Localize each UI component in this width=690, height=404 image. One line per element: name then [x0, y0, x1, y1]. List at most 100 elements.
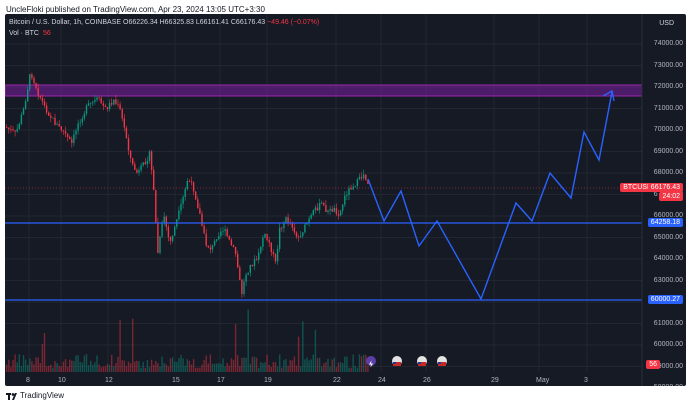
candle-body [314, 207, 317, 211]
volume-bar [6, 364, 8, 372]
tradingview-footer[interactable]: TradingView [6, 389, 64, 403]
volume-bar [85, 354, 88, 372]
chart-canvas[interactable] [5, 14, 686, 386]
volume-bar [302, 321, 304, 372]
volume-bar [253, 356, 256, 372]
volume-bar [199, 367, 201, 372]
volume-bar [153, 364, 155, 372]
candle-body [251, 264, 254, 266]
volume-bar [102, 366, 104, 372]
volume-bar [81, 362, 83, 372]
price-tick-label: 61000.00 [653, 319, 683, 327]
candle-body [102, 103, 104, 106]
candle-body [293, 227, 296, 233]
candle-body [64, 131, 67, 134]
candle-body [106, 106, 109, 110]
volume-bar [121, 360, 123, 372]
volume-bar [45, 366, 48, 372]
candle-body [127, 138, 130, 151]
candle-body [73, 134, 75, 143]
candle-body [245, 274, 247, 282]
candle-body [350, 187, 352, 190]
date-tick-label: 22 [333, 377, 341, 384]
volume-bar [300, 366, 302, 372]
price-candles [6, 72, 369, 298]
candle-body [300, 235, 302, 237]
volume-bar [125, 366, 128, 372]
candle-body [85, 105, 88, 114]
volume-bar [182, 358, 184, 372]
volume-bar [100, 367, 102, 372]
candle-body [331, 208, 333, 212]
symbol-legend[interactable]: Bitcoin / U.S. Dollar, 1h, COINBASE O662… [9, 19, 319, 26]
volume-bar [285, 359, 287, 372]
currency-label[interactable]: USD [659, 20, 674, 27]
volume-bar [79, 361, 81, 372]
us-flag-event-icon[interactable] [392, 356, 402, 366]
candle-body [342, 204, 344, 211]
volume-bar [148, 367, 151, 372]
volume-bar [14, 354, 16, 372]
candle-body [138, 170, 140, 173]
candle-body [100, 98, 102, 104]
candle-body [171, 235, 174, 241]
candle-body [230, 239, 233, 246]
volume-bar [18, 354, 20, 372]
volume-bar [195, 367, 197, 372]
candle-body [115, 99, 117, 104]
volume-bar [346, 356, 348, 372]
volume-bar [281, 367, 283, 372]
volume-bar [224, 366, 226, 372]
date-tick-label: 17 [217, 377, 225, 384]
candle-body [8, 127, 10, 130]
volume-bar [24, 359, 27, 372]
candle-body [222, 231, 224, 232]
volume-bar [62, 361, 65, 372]
high-value: H66325.83 [159, 19, 194, 26]
candle-body [321, 203, 323, 204]
date-tick-label: 19 [264, 377, 272, 384]
candle-body [104, 105, 107, 107]
price-tick-label: 64000.00 [653, 255, 683, 262]
candle-body [199, 208, 201, 214]
candle-body [153, 169, 155, 191]
volume-bar [138, 361, 140, 372]
volume-bar [356, 367, 359, 372]
volume-bar [295, 365, 298, 372]
us-flag-event-icon[interactable] [437, 356, 447, 366]
volume-bar [234, 324, 237, 372]
candle-body [43, 101, 46, 106]
candle-body [94, 99, 96, 102]
volume-bar [165, 364, 167, 372]
price-tick-label: 73000.00 [653, 61, 683, 69]
candle-body [129, 150, 132, 159]
candle-body [157, 222, 159, 253]
volume-bar [167, 366, 170, 372]
level-tag-60000: 60000.27 [647, 295, 683, 304]
candle-body [24, 101, 27, 109]
candle-body [186, 181, 188, 189]
candle-body [119, 104, 121, 110]
candle-body [234, 247, 237, 254]
us-flag-event-icon[interactable] [417, 356, 427, 366]
volume-bar [239, 366, 241, 372]
candle-body [83, 113, 86, 119]
candle-body [71, 139, 73, 143]
candle-body [279, 227, 281, 249]
volume-legend[interactable]: Vol · BTC 56 [9, 30, 51, 37]
volume-bar [367, 365, 369, 372]
volume-bar [251, 356, 254, 372]
candle-body [92, 101, 94, 103]
flash-event-icon[interactable] [366, 356, 376, 368]
volume-bar [123, 360, 125, 372]
volume-bar [186, 359, 188, 372]
volume-bar [111, 354, 113, 372]
volume-bar [98, 364, 100, 372]
volume-bar [314, 329, 317, 372]
candle-body [12, 129, 14, 131]
chart-pane[interactable]: Bitcoin / U.S. Dollar, 1h, COINBASE O662… [5, 14, 686, 386]
candle-body [367, 180, 369, 184]
date-tick-label: 24 [378, 377, 386, 384]
candle-body [111, 103, 113, 105]
